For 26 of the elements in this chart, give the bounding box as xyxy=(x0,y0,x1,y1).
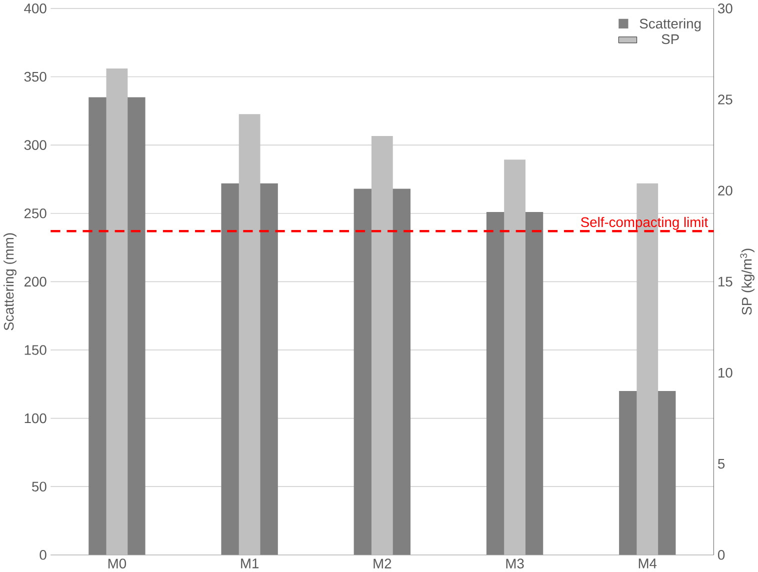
y2-tick-label: 25 xyxy=(718,94,732,104)
y2-tick-label: 10 xyxy=(718,368,732,378)
y2-axis-title: SP (kg/m$^{3}$) xyxy=(740,248,754,315)
legend-label: SP xyxy=(662,34,679,44)
y2-tick-label: 15 xyxy=(718,276,732,286)
x-tick-label: M2 xyxy=(374,558,392,568)
y-tick-label: 300 xyxy=(24,140,46,150)
legend-label: Scattering xyxy=(640,18,701,32)
y2-tick-label: 0 xyxy=(718,550,725,560)
y-tick-label: 400 xyxy=(24,4,46,14)
x-tick-label: M4 xyxy=(638,558,657,568)
x-tick-label: M0 xyxy=(108,558,126,568)
x-tick-label: M3 xyxy=(506,558,524,568)
y-tick-label: 50 xyxy=(32,482,46,492)
ref-line-label: Self-compacting limit xyxy=(580,216,708,230)
y-tick-label: 0 xyxy=(40,550,46,560)
y-tick-label: 250 xyxy=(24,208,46,218)
y2-tick-label: 5 xyxy=(718,458,725,469)
y2-tick-label: 30 xyxy=(718,4,732,14)
y-tick-label: 150 xyxy=(24,345,46,355)
y-tick-label: 350 xyxy=(24,72,46,82)
y-tick-label: 200 xyxy=(24,276,46,287)
x-tick-label: M1 xyxy=(241,558,259,568)
y2-tick-label: 20 xyxy=(718,186,732,196)
y-tick-label: 100 xyxy=(24,413,46,424)
y-axis-title: Scattering (mm) xyxy=(4,233,16,330)
